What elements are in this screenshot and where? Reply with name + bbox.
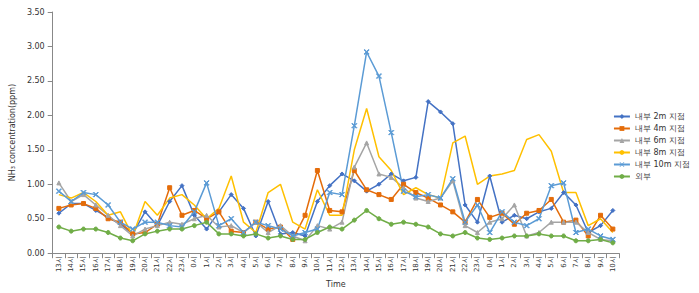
svg-text:4시: 4시 [535,256,543,267]
svg-text:14시: 14시 [67,256,75,272]
svg-text:2시: 2시 [510,256,518,267]
svg-text:18시: 18시 [116,256,124,272]
svg-text:2.00: 2.00 [27,111,45,120]
svg-text:22시: 22시 [461,256,469,272]
svg-text:3시: 3시 [227,256,235,267]
svg-text:0시: 0시 [190,256,198,267]
svg-text:8시: 8시 [584,256,592,267]
svg-text:20시: 20시 [436,256,444,272]
svg-text:내부 4m 지점: 내부 4m 지점 [635,124,685,133]
svg-text:내부 10m 지점: 내부 10m 지점 [635,160,690,169]
svg-text:23시: 23시 [178,256,186,272]
svg-text:내부 6m 지점: 내부 6m 지점 [635,136,685,145]
svg-text:내부 2m 지점: 내부 2m 지점 [635,112,685,121]
svg-text:3.50: 3.50 [27,8,45,17]
svg-text:17시: 17시 [400,256,408,272]
svg-text:13시: 13시 [350,256,358,272]
svg-text:3.00: 3.00 [27,42,45,51]
svg-text:21시: 21시 [153,256,161,272]
svg-text:21시: 21시 [449,256,457,272]
svg-text:20시: 20시 [141,256,149,272]
svg-text:15시: 15시 [79,256,87,272]
svg-text:7시: 7시 [572,256,580,267]
svg-text:0시: 0시 [486,256,494,267]
svg-text:19시: 19시 [129,256,137,272]
svg-text:7시: 7시 [276,256,284,267]
svg-text:3시: 3시 [523,256,531,267]
svg-text:18시: 18시 [412,256,420,272]
svg-text:6시: 6시 [560,256,568,267]
svg-text:2시: 2시 [215,256,223,267]
svg-text:4시: 4시 [240,256,248,267]
svg-text:1.50: 1.50 [27,145,45,154]
svg-text:외부: 외부 [635,172,651,181]
svg-text:9시: 9시 [301,256,309,267]
svg-text:15시: 15시 [375,256,383,272]
svg-text:16시: 16시 [387,256,395,272]
svg-text:16시: 16시 [92,256,100,272]
svg-text:1.00: 1.00 [27,180,45,189]
svg-text:11시: 11시 [326,256,334,272]
svg-text:Time: Time [325,280,346,289]
svg-text:2.50: 2.50 [27,76,45,85]
svg-text:10시: 10시 [313,256,321,272]
svg-text:6시: 6시 [264,256,272,267]
svg-text:NH₃ concentration(ppm): NH₃ concentration(ppm) [8,84,17,181]
svg-text:19시: 19시 [424,256,432,272]
svg-text:23시: 23시 [473,256,481,272]
svg-text:9시: 9시 [597,256,605,267]
svg-text:10시: 10시 [609,256,617,272]
svg-text:8시: 8시 [289,256,297,267]
svg-text:17시: 17시 [104,256,112,272]
svg-text:22시: 22시 [166,256,174,272]
svg-text:1시: 1시 [498,256,506,267]
svg-text:13시: 13시 [55,256,63,272]
svg-text:0.00: 0.00 [27,249,45,258]
svg-text:1시: 1시 [203,256,211,267]
svg-text:5시: 5시 [547,256,555,267]
svg-text:5시: 5시 [252,256,260,267]
svg-text:12시: 12시 [338,256,346,272]
svg-text:0.50: 0.50 [27,214,45,223]
svg-text:내부 8m 지점: 내부 8m 지점 [635,148,685,157]
svg-text:14시: 14시 [363,256,371,272]
